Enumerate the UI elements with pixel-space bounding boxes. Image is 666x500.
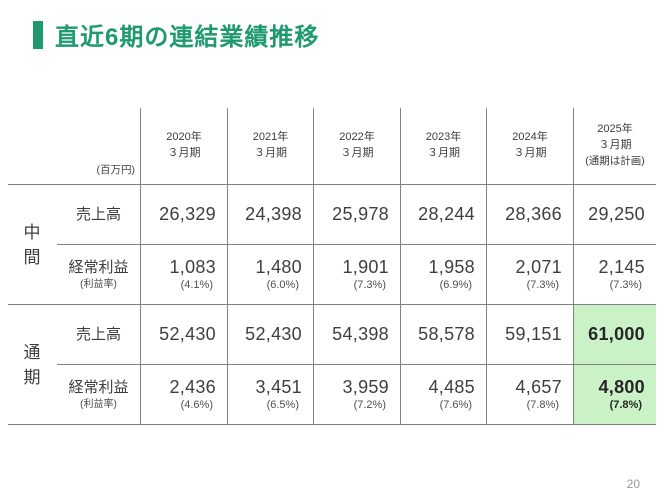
- cell-value: 1,083: [169, 257, 216, 277]
- value-cell: 3,451 (6.5%): [227, 365, 313, 425]
- col-header-year: 2020年: [166, 131, 202, 144]
- value-cell: 26,329: [140, 185, 227, 245]
- value-cell: 4,485 (7.6%): [400, 365, 486, 425]
- value-cell-plan-highlight: 61,000: [573, 305, 656, 365]
- value-cell: 2,071 (7.3%): [486, 245, 573, 305]
- value-cell: 2,436 (4.6%): [140, 365, 227, 425]
- col-header-fy2021: 2021年 ３月期: [227, 108, 313, 185]
- value-cell: 58,578: [400, 305, 486, 365]
- cell-value: 2,436: [169, 377, 216, 397]
- cell-value: 3,451: [255, 377, 302, 397]
- col-header-year: 2021年: [252, 131, 289, 144]
- col-header-fy2022: 2022年 ３月期: [313, 108, 400, 185]
- cell-value: 25,978: [332, 204, 389, 224]
- col-header-term: ３月期: [513, 147, 547, 159]
- value-cell: 1,958 (6.9%): [400, 245, 486, 305]
- cell-value: 59,151: [505, 324, 562, 344]
- value-cell: 54,398: [313, 305, 400, 365]
- cell-value: 1,958: [428, 257, 475, 277]
- cell-value: 58,578: [418, 324, 475, 344]
- unit-label: (百万円): [96, 164, 136, 176]
- cell-value: 24,398: [245, 204, 302, 224]
- cell-ratio: (7.2%): [353, 399, 386, 411]
- value-cell: 4,657 (7.8%): [486, 365, 573, 425]
- cell-value: 1,480: [255, 257, 302, 277]
- col-header-note: (通期は計画): [585, 155, 645, 168]
- results-table: (百万円) 2020年 ３月期 2021年 ３月期 2022年 ３月期 2023…: [8, 108, 656, 425]
- group-label-interim: 中 間: [8, 185, 57, 305]
- title-accent-bar: [33, 20, 43, 49]
- col-header-term: ３月期: [598, 139, 632, 152]
- value-cell: 1,901 (7.3%): [313, 245, 400, 305]
- col-header-term: ３月期: [340, 147, 374, 159]
- row-label-sales: 売上高: [57, 305, 140, 365]
- page-number: 20: [626, 477, 640, 491]
- slide-header: 直近6期の連結業績推移: [33, 17, 319, 52]
- col-header-year: 2023年: [425, 131, 462, 144]
- value-cell: 28,366: [486, 185, 573, 245]
- value-cell: 2,145 (7.3%): [573, 245, 656, 305]
- row-label-profit: 経常利益 (利益率): [57, 365, 140, 425]
- col-header-term: ３月期: [254, 147, 287, 159]
- cell-ratio: (7.3%): [353, 279, 386, 291]
- value-cell: 25,978: [313, 185, 400, 245]
- row-sublabel-margin: (利益率): [80, 398, 117, 410]
- cell-value: 1,901: [342, 257, 389, 277]
- cell-ratio: (6.0%): [266, 279, 299, 291]
- value-cell: 29,250: [573, 185, 656, 245]
- value-cell: 1,083 (4.1%): [140, 245, 227, 305]
- page-title: 直近6期の連結業績推移: [55, 24, 320, 51]
- cell-value: 4,800: [598, 377, 645, 397]
- row-sublabel-margin: (利益率): [80, 278, 117, 290]
- cell-ratio: (4.1%): [180, 279, 213, 291]
- cell-value: 2,145: [598, 257, 645, 277]
- cell-ratio: (6.5%): [266, 399, 299, 411]
- cell-value: 61,000: [588, 324, 645, 344]
- cell-ratio: (4.6%): [180, 399, 213, 411]
- value-cell: 24,398: [227, 185, 313, 245]
- cell-value: 4,485: [428, 377, 475, 397]
- cell-ratio: (7.8%): [526, 399, 559, 411]
- cell-value: 3,959: [342, 377, 389, 397]
- value-cell: 59,151: [486, 305, 573, 365]
- cell-value: 52,430: [245, 324, 302, 344]
- unit-label-cell: (百万円): [8, 108, 140, 185]
- col-header-fy2025: 2025年 ３月期 (通期は計画): [573, 108, 656, 185]
- value-cell: 3,959 (7.2%): [313, 365, 400, 425]
- value-cell: 52,430: [140, 305, 227, 365]
- cell-value: 54,398: [332, 324, 389, 344]
- col-header-term: ３月期: [427, 147, 460, 159]
- col-header-fy2023: 2023年 ３月期: [400, 108, 486, 185]
- value-cell: 52,430: [227, 305, 313, 365]
- cell-ratio: (7.8%): [609, 399, 642, 411]
- col-header-year: 2025年: [597, 123, 633, 136]
- cell-value: 28,366: [505, 204, 562, 224]
- col-header-year: 2022年: [339, 131, 375, 144]
- cell-value: 4,657: [515, 377, 562, 397]
- cell-ratio: (7.3%): [526, 279, 559, 291]
- cell-ratio: (7.6%): [439, 399, 472, 411]
- cell-ratio: (7.3%): [609, 279, 642, 291]
- value-cell-plan-highlight: 4,800 (7.8%): [573, 365, 656, 425]
- col-header-fy2020: 2020年 ３月期: [140, 108, 227, 185]
- cell-ratio: (6.9%): [439, 279, 472, 291]
- col-header-year: 2024年: [512, 131, 548, 144]
- cell-value: 26,329: [159, 204, 216, 224]
- cell-value: 28,244: [418, 204, 475, 224]
- cell-value: 2,071: [515, 257, 562, 277]
- row-label-sales: 売上高: [57, 185, 140, 245]
- cell-value: 29,250: [588, 204, 645, 224]
- cell-value: 52,430: [159, 324, 216, 344]
- col-header-term: ３月期: [167, 147, 201, 159]
- group-label-fullyear: 通 期: [8, 305, 57, 425]
- value-cell: 1,480 (6.0%): [227, 245, 313, 305]
- col-header-fy2024: 2024年 ３月期: [486, 108, 573, 185]
- row-label-profit: 経常利益 (利益率): [57, 245, 140, 305]
- value-cell: 28,244: [400, 185, 486, 245]
